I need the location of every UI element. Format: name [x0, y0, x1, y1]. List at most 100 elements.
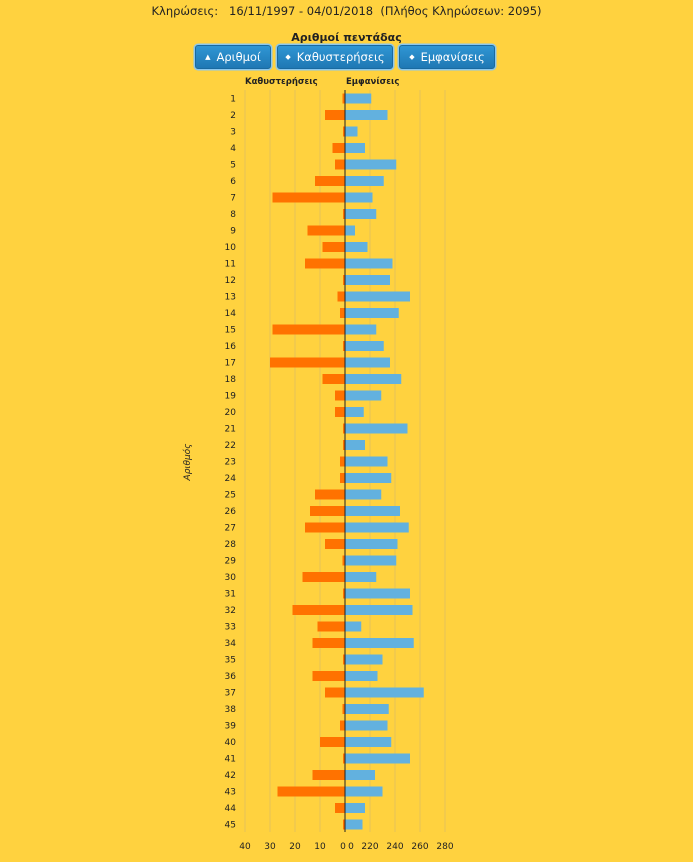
category-label: 14: [225, 309, 237, 319]
delay-bar: [310, 506, 345, 516]
category-label: 16: [225, 342, 237, 352]
delay-bar: [335, 390, 345, 401]
delay-bar: [312, 671, 345, 681]
delay-tick-label: 30: [264, 842, 276, 852]
delay-bar: [305, 522, 345, 533]
delay-bar: [312, 638, 345, 648]
delay-bar: [343, 126, 345, 137]
category-label: 24: [225, 474, 237, 484]
category-label: 41: [225, 755, 236, 765]
draws-label: Κληρώσεις:: [151, 4, 219, 18]
appearance-bar: [345, 143, 365, 153]
chart-title: Αριθμοί πεντάδας: [291, 31, 402, 44]
category-label: 15: [225, 326, 236, 336]
delay-bar: [292, 605, 345, 615]
appearance-bar: [345, 456, 388, 467]
delay-bar: [322, 242, 345, 252]
sort-by-appearances-label: Εμφανίσεις: [420, 50, 485, 64]
appearance-bar: [345, 110, 388, 120]
appearance-bar: [345, 341, 384, 351]
delay-bar: [343, 440, 345, 450]
delay-bar: [270, 357, 345, 368]
category-label: 22: [225, 441, 236, 451]
sort-by-number-button[interactable]: ▲ Αριθμοί: [195, 45, 271, 69]
category-label: 2: [230, 111, 236, 121]
category-label: 44: [225, 804, 237, 814]
category-label: 10: [225, 243, 237, 253]
delay-bar: [340, 308, 345, 318]
appearance-bar: [345, 588, 410, 599]
delay-bar: [317, 621, 345, 632]
category-label: 13: [225, 293, 236, 303]
appearance-bar: [345, 753, 410, 764]
draws-date-range: 16/11/1997 - 04/01/2018: [229, 4, 374, 18]
appearance-bar: [345, 654, 383, 665]
delay-tick-label: 10: [314, 842, 326, 852]
appearance-bar: [345, 720, 388, 731]
category-label: 29: [225, 557, 237, 567]
delay-bar: [312, 770, 345, 780]
category-label: 23: [225, 458, 236, 468]
category-label: 27: [225, 524, 236, 534]
appearance-bar: [345, 638, 414, 648]
category-label: 30: [225, 573, 237, 583]
appearance-bar: [345, 225, 355, 236]
category-label: 42: [225, 771, 236, 781]
delay-tick-label: 0: [340, 842, 346, 852]
sort-by-appearances-button[interactable]: ◆ Εμφανίσεις: [399, 45, 495, 69]
appearance-bar: [345, 324, 377, 335]
category-label: 38: [225, 705, 237, 715]
appearance-tick-label: 0: [348, 842, 354, 852]
appearance-bar: [345, 522, 409, 533]
delay-bar: [315, 176, 345, 186]
category-label: 39: [225, 722, 237, 732]
appearance-bar: [345, 275, 390, 285]
delay-tick-label: 20: [289, 842, 301, 852]
appearance-bar: [345, 126, 358, 137]
delay-bar: [342, 704, 345, 714]
appearance-tick-label: 220: [361, 842, 378, 852]
appearance-tick-label: 260: [411, 842, 428, 852]
appearance-bar: [345, 819, 363, 830]
appearance-bar: [345, 489, 382, 500]
appearance-bar: [345, 572, 377, 582]
category-label: 20: [225, 408, 237, 418]
category-label: 34: [225, 639, 237, 649]
delay-bar: [337, 291, 345, 302]
category-label: 12: [225, 276, 236, 286]
appearance-bar: [345, 93, 372, 104]
delay-bar: [305, 258, 345, 269]
delay-bar: [277, 786, 345, 797]
category-label: 25: [225, 491, 236, 501]
draws-header: Κληρώσεις: 16/11/1997 - 04/01/2018 (Πλήθ…: [0, 4, 693, 18]
appearance-bar: [345, 192, 373, 203]
category-label: 31: [225, 590, 236, 600]
category-label: 8: [230, 210, 236, 220]
delay-bar: [343, 209, 345, 219]
appearance-bar: [345, 621, 362, 632]
delay-bar: [343, 423, 345, 434]
appearance-bar: [345, 390, 382, 401]
delay-bar: [342, 93, 345, 104]
sort-icon: ◆: [409, 53, 415, 61]
delay-bar: [325, 687, 345, 698]
appearance-bar: [345, 704, 389, 714]
category-label: 32: [225, 606, 236, 616]
sort-by-number-label: Αριθμοί: [216, 50, 261, 64]
appearance-bar: [345, 159, 397, 170]
delay-bar: [340, 456, 345, 467]
appearance-bar: [345, 407, 364, 417]
sort-by-delays-button[interactable]: ◆ Καθυστερήσεις: [277, 45, 393, 69]
sort-icon: ◆: [285, 53, 291, 61]
delay-bar: [335, 803, 345, 813]
delay-bar: [325, 539, 345, 549]
category-label: 21: [225, 425, 236, 435]
appearance-bar: [345, 786, 383, 797]
draws-count: (Πλήθος Κληρώσεων: 2095): [380, 4, 542, 18]
delay-bar: [320, 737, 345, 747]
delay-bar: [340, 473, 345, 483]
sort-by-delays-label: Καθυστερήσεις: [296, 50, 385, 64]
caret-up-icon: ▲: [205, 53, 211, 61]
delays-series-title: Καθυστερήσεις: [245, 77, 318, 87]
